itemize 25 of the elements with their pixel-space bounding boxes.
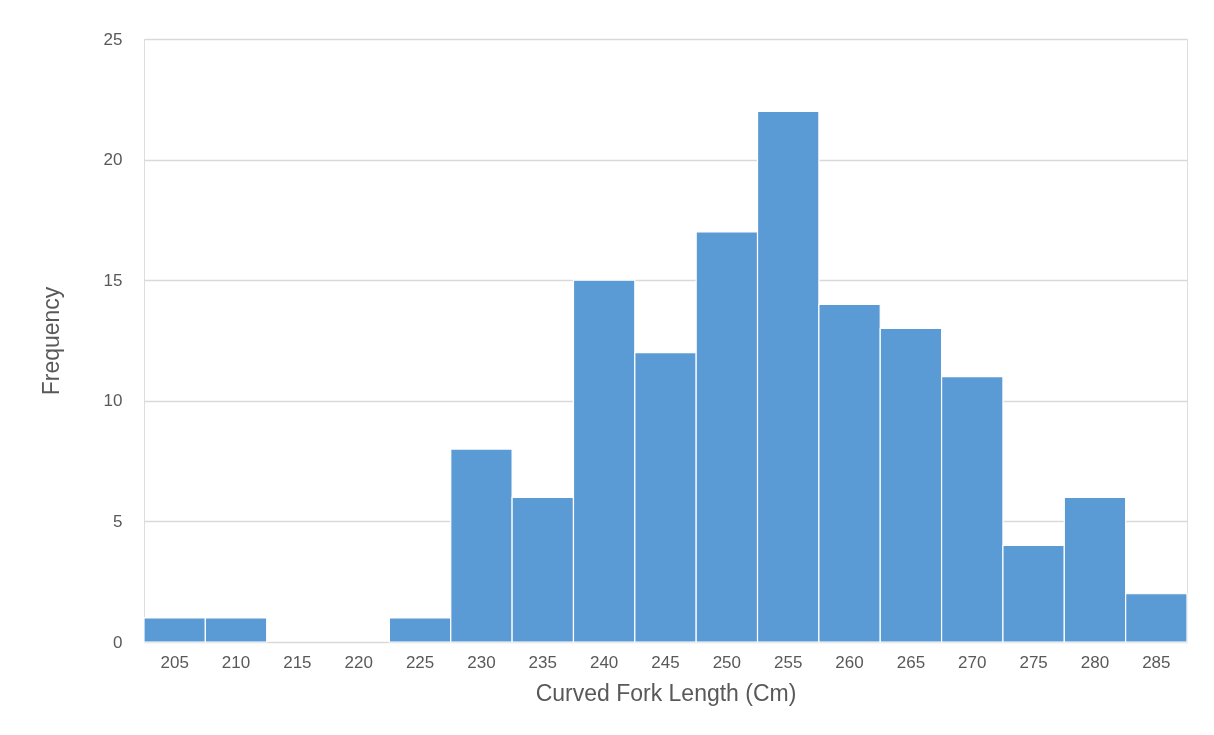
x-tick-label: 240 (589, 652, 619, 672)
x-tick-label: 275 (1019, 652, 1048, 672)
x-tick-label: 255 (774, 652, 803, 672)
y-tick-label: 20 (103, 150, 123, 170)
x-axis-title: Curved Fork Length (Cm) (535, 679, 797, 706)
x-tick-label: 225 (405, 652, 435, 672)
y-tick-label: 10 (103, 391, 123, 411)
y-tick-label: 15 (103, 270, 123, 290)
x-tick-label: 285 (1142, 652, 1171, 672)
x-tick-label: 210 (221, 652, 251, 672)
x-tick-label: 270 (958, 652, 987, 672)
x-tick-label: 230 (467, 652, 496, 672)
x-tick-label: 235 (528, 652, 557, 672)
x-tick-label: 205 (160, 652, 189, 672)
x-tick-label: 260 (835, 652, 864, 672)
x-tick-label: 250 (712, 652, 742, 672)
x-tick-label: 245 (651, 652, 680, 672)
y-tick-label: 5 (113, 511, 123, 531)
x-tick-label: 220 (344, 652, 373, 672)
x-tick-label: 280 (1080, 652, 1110, 672)
y-tick-label: 25 (103, 29, 123, 49)
x-tick-label: 215 (283, 652, 312, 672)
y-axis-title: Frequency (37, 286, 64, 396)
y-tick-label: 0 (113, 632, 123, 652)
x-tick-label: 265 (896, 652, 926, 672)
